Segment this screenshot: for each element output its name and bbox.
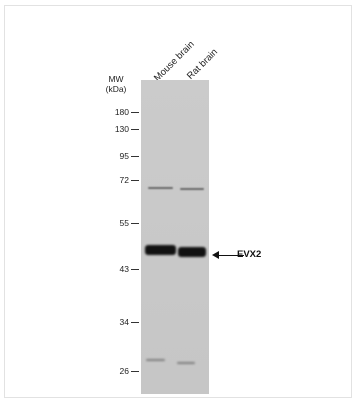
marker-label: 95 [119, 151, 129, 161]
target-arrow [212, 251, 258, 260]
marker-130: 130 [100, 124, 139, 135]
marker-tick [131, 112, 139, 113]
marker-95: 95 [100, 151, 139, 162]
marker-tick [131, 156, 139, 157]
mw-header: MW (kDa) [101, 74, 131, 94]
band-lane1-72kda [148, 187, 173, 189]
mw-label: MW [108, 74, 124, 84]
marker-tick [131, 129, 139, 130]
marker-label: 55 [119, 218, 129, 228]
blot-membrane [141, 80, 209, 394]
marker-label: 130 [114, 124, 129, 134]
marker-tick [131, 269, 139, 270]
marker-55: 55 [100, 218, 139, 229]
marker-label: 72 [119, 175, 129, 185]
image-frame [4, 5, 352, 398]
target-label: EVX2 [237, 249, 262, 260]
arrow-left-icon [212, 251, 219, 259]
band-lane1-26kda [146, 359, 165, 361]
marker-180: 180 [100, 107, 139, 118]
marker-72: 72 [100, 175, 139, 186]
kda-label: (kDa) [105, 84, 127, 94]
band-lane2-evx2 [178, 247, 206, 257]
arrow-shaft [216, 255, 244, 257]
marker-label: 43 [119, 264, 129, 274]
marker-43: 43 [100, 264, 139, 275]
marker-26: 26 [100, 366, 139, 377]
band-lane2-26kda [177, 362, 195, 364]
marker-tick [131, 322, 139, 323]
marker-tick [131, 371, 139, 372]
marker-tick [131, 180, 139, 181]
marker-label: 34 [119, 317, 129, 327]
marker-34: 34 [100, 317, 139, 328]
band-lane1-evx2 [145, 245, 176, 255]
marker-label: 26 [119, 366, 129, 376]
marker-tick [131, 223, 139, 224]
band-lane2-72kda [180, 188, 204, 190]
marker-label: 180 [114, 107, 129, 117]
